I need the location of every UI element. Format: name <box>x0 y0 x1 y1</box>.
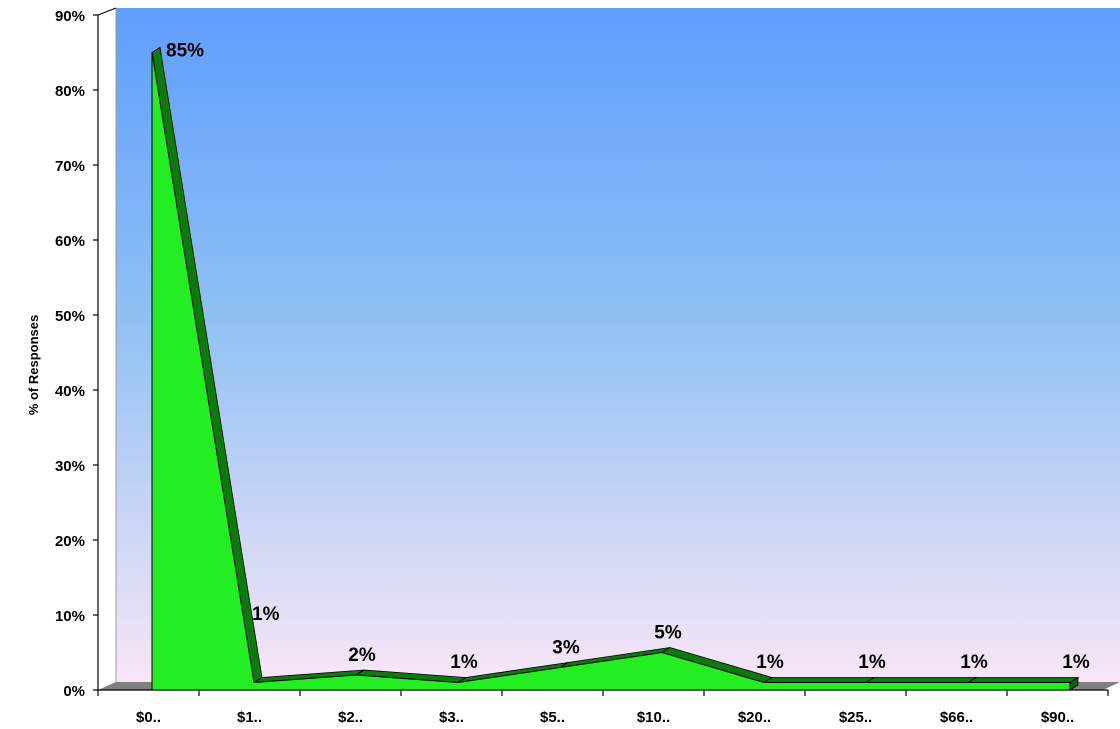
x-tick-label: $3.. <box>439 709 464 726</box>
x-tick-label: $20.. <box>738 709 771 726</box>
data-label: 1% <box>252 604 280 625</box>
data-label: 85% <box>166 41 204 62</box>
data-label: 1% <box>960 652 988 673</box>
data-label: 3% <box>552 638 580 659</box>
y-tick-label: 90% <box>55 8 85 25</box>
y-tick-label: 40% <box>55 383 85 400</box>
y-tick-label: 60% <box>55 233 85 250</box>
x-tick-label: $25.. <box>839 709 872 726</box>
x-tick-label: $2.. <box>338 709 363 726</box>
x-tick-label: $5.. <box>540 709 565 726</box>
x-axis-ticks: $0.. $1.. $2.. $3.. $5.. $10.. $20.. $25.. $66..… <box>97 690 1109 726</box>
data-labels: 85% 1% 2% 1% 3% 5% 1% 1% 1% 1% <box>166 41 1090 674</box>
y-tick-label: 0% <box>63 683 85 700</box>
data-label: 1% <box>450 652 478 673</box>
y-tick-label: 30% <box>55 458 85 475</box>
y-axis-title: % of Responses <box>26 315 41 415</box>
x-tick-label: $90.. <box>1041 709 1074 726</box>
y-tick-label: 50% <box>55 308 85 325</box>
y-tick-label: 20% <box>55 533 85 550</box>
x-tick-label: $0.. <box>136 709 161 726</box>
data-label: 1% <box>858 652 886 673</box>
area-series <box>151 46 1080 691</box>
data-label: 2% <box>348 645 376 666</box>
area-top-segment <box>864 677 978 683</box>
area-right-side <box>1069 676 1079 691</box>
area-top-segment <box>762 677 876 683</box>
y-axis-top-connector <box>97 7 117 16</box>
x-tick-label: $10.. <box>637 709 670 726</box>
data-label: 5% <box>654 623 682 644</box>
y-tick-label: 80% <box>55 83 85 100</box>
x-tick-label: $66.. <box>940 709 973 726</box>
y-axis-ticks: 0% 10% 20% 30% 40% 50% 60% 70% 80% 90% <box>55 8 98 700</box>
data-label: 1% <box>1062 652 1090 673</box>
data-label: 1% <box>756 652 784 673</box>
plot-background <box>116 8 1120 682</box>
y-tick-label: 70% <box>55 158 85 175</box>
x-tick-label: $1.. <box>237 709 262 726</box>
y-tick-label: 10% <box>55 608 85 625</box>
area-top-segment <box>966 677 1080 683</box>
